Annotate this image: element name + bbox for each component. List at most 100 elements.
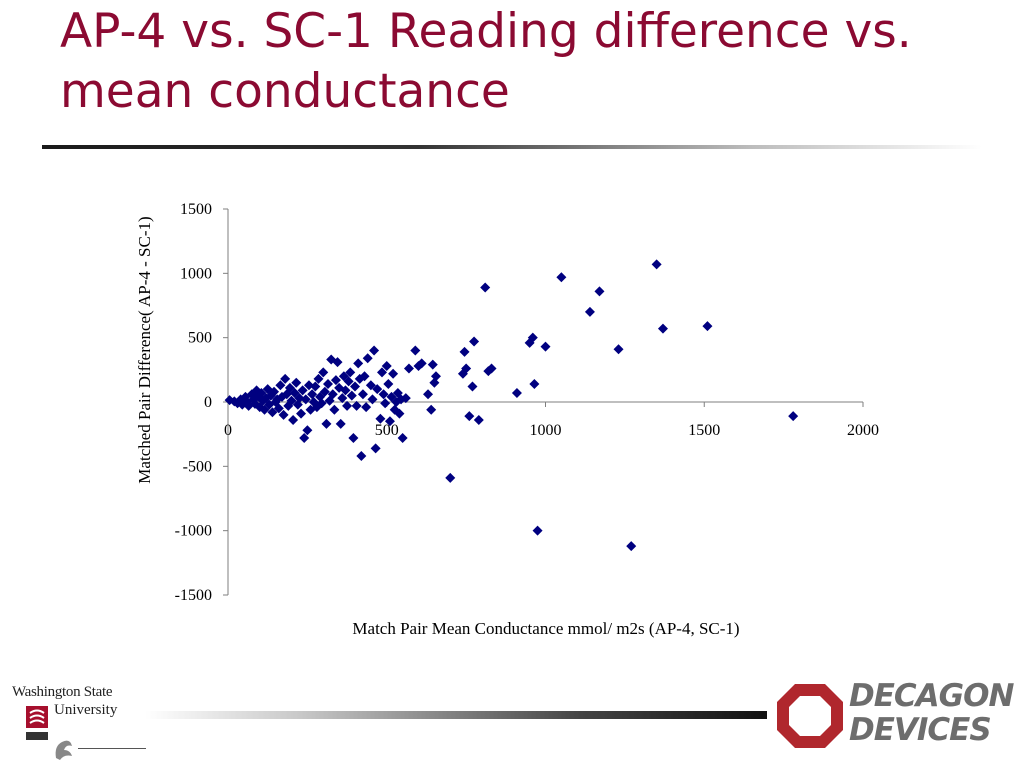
data-point: [346, 390, 357, 401]
data-point: [286, 395, 297, 406]
data-point: [480, 282, 491, 293]
data-point: [584, 306, 595, 317]
data-point: [237, 399, 248, 410]
y-tick-label: 1000: [180, 265, 212, 282]
wsu-sub-name: University: [54, 702, 118, 718]
data-point: [267, 407, 278, 418]
company-name-line2: DEVICES: [849, 712, 992, 748]
data-point: [430, 371, 441, 382]
x-axis-ticks: 0 500 1000 1500 2000: [224, 402, 879, 439]
data-point: [275, 380, 286, 391]
data-point: [400, 393, 411, 404]
data-point: [788, 411, 799, 422]
data-point: [376, 367, 387, 378]
data-point: [319, 386, 330, 397]
data-point: [397, 433, 408, 444]
data-point: [384, 416, 395, 427]
data-point: [372, 384, 383, 395]
data-point: [473, 415, 484, 426]
data-point: [381, 360, 392, 371]
data-point: [310, 381, 321, 392]
data-point: [302, 425, 313, 436]
data-point: [362, 353, 373, 364]
data-point: [291, 377, 302, 388]
x-tick-label: 0: [224, 422, 232, 439]
data-point: [403, 363, 414, 374]
data-point: [243, 400, 254, 411]
y-tick-label: 1500: [180, 201, 212, 218]
data-point: [467, 381, 478, 392]
data-point: [657, 323, 668, 334]
data-point: [323, 378, 334, 389]
data-point: [284, 382, 295, 393]
data-point: [369, 345, 380, 356]
y-tick-label: -1000: [175, 523, 212, 540]
data-point: [269, 386, 280, 397]
data-point: [375, 413, 386, 424]
data-point: [527, 332, 538, 343]
y-axis-ticks: 1500 1000 500 0 -500 -1000 -1500: [175, 201, 228, 604]
company-name-line1: DECAGON: [849, 678, 1014, 714]
data-point: [278, 409, 289, 420]
wsu-underline: [78, 748, 146, 749]
y-tick-label: 0: [204, 394, 212, 411]
data-point: [303, 380, 314, 391]
data-points: [224, 259, 799, 552]
x-tick-label: 1500: [688, 422, 720, 439]
wsu-logo: Washington State University: [8, 684, 148, 764]
data-point: [367, 394, 378, 405]
x-tick-label: 1000: [530, 422, 562, 439]
data-point: [294, 393, 305, 404]
data-point: [361, 402, 372, 413]
data-point: [532, 525, 543, 536]
data-point: [335, 418, 346, 429]
data-point: [334, 382, 345, 393]
data-point: [345, 367, 356, 378]
data-point: [300, 394, 311, 405]
data-point: [296, 408, 307, 419]
data-point: [469, 336, 480, 347]
scatter-chart: 1500 1000 500 0 -500 -1000 -1500 0 500 1000 1500 2…: [135, 201, 879, 638]
data-point: [426, 404, 437, 415]
data-point: [357, 389, 368, 400]
data-point: [423, 389, 434, 400]
data-point: [359, 371, 370, 382]
data-point: [299, 433, 310, 444]
data-point: [315, 391, 326, 402]
data-point: [354, 373, 365, 384]
data-point: [702, 321, 713, 332]
data-point: [351, 400, 362, 411]
data-point: [410, 345, 421, 356]
x-tick-label: 500: [375, 422, 399, 439]
wsu-seal-icon: [26, 706, 72, 760]
y-tick-label: 500: [188, 330, 212, 347]
decagon-logo: DECAGON DEVICES: [775, 680, 1014, 750]
data-point: [388, 368, 399, 379]
data-point: [329, 404, 340, 415]
slide-title: AP-4 vs. SC-1 Reading difference vs. mea…: [60, 4, 912, 119]
data-point: [464, 411, 475, 422]
data-point: [365, 380, 376, 391]
y-tick-label: -1500: [175, 587, 212, 604]
data-point: [307, 389, 318, 400]
data-point: [380, 398, 391, 409]
data-point: [273, 403, 284, 414]
data-point: [350, 381, 360, 392]
y-axis-title: Matched Pair Difference( AP-4 - SC-1): [135, 216, 154, 483]
data-point: [356, 451, 367, 462]
data-point: [337, 393, 348, 404]
data-point: [459, 346, 470, 357]
data-point: [340, 385, 351, 396]
data-point: [511, 387, 522, 398]
footer-divider: [145, 711, 767, 719]
data-point: [332, 357, 343, 368]
data-point: [594, 286, 605, 297]
data-point: [427, 359, 438, 370]
data-point: [343, 376, 354, 387]
data-point: [280, 373, 291, 384]
octagon-icon: [777, 684, 843, 748]
data-point: [626, 541, 637, 552]
data-point: [394, 408, 405, 419]
data-point: [256, 387, 267, 398]
data-point: [321, 418, 332, 429]
